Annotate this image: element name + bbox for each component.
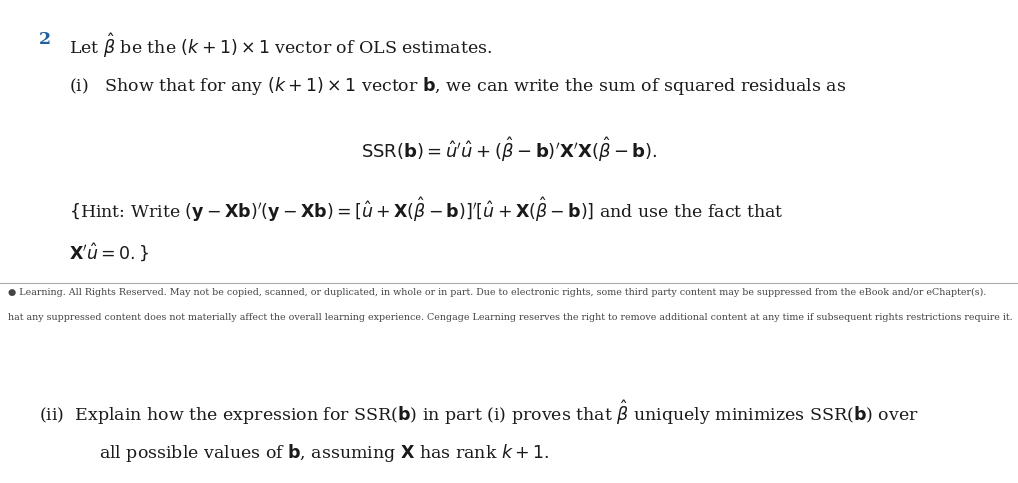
Text: (ii)  Explain how the expression for SSR($\mathbf{b}$) in part (i) proves that $: (ii) Explain how the expression for SSR(… xyxy=(39,398,918,427)
Text: Let $\hat{\beta}$ be the $(k + 1) \times 1$ vector of OLS estimates.: Let $\hat{\beta}$ be the $(k + 1) \times… xyxy=(69,31,493,60)
Text: $\mathbf{X}^{\prime}\hat{u} = 0.\}$: $\mathbf{X}^{\prime}\hat{u} = 0.\}$ xyxy=(69,242,150,264)
Text: hat any suppressed content does not materially affect the overall learning exper: hat any suppressed content does not mate… xyxy=(8,313,1013,322)
Text: (i)   Show that for any $(k + 1) \times 1$ vector $\mathbf{b}$, we can write the: (i) Show that for any $(k + 1) \times 1$… xyxy=(69,75,847,97)
Text: ● Learning. All Rights Reserved. May not be copied, scanned, or duplicated, in w: ● Learning. All Rights Reserved. May not… xyxy=(8,288,986,298)
Text: $\mathrm{SSR}(\mathbf{b}) = \hat{u}^{\prime}\hat{u} + (\hat{\beta} - \mathbf{b}): $\mathrm{SSR}(\mathbf{b}) = \hat{u}^{\pr… xyxy=(360,135,658,164)
Text: $\{$Hint: Write $(\mathbf{y} - \mathbf{Xb})^{\prime}(\mathbf{y} - \mathbf{Xb}) =: $\{$Hint: Write $(\mathbf{y} - \mathbf{X… xyxy=(69,196,784,224)
Text: all possible values of $\mathbf{b}$, assuming $\mathbf{X}$ has rank $k + 1$.: all possible values of $\mathbf{b}$, ass… xyxy=(99,442,549,464)
Text: 2: 2 xyxy=(39,31,51,48)
